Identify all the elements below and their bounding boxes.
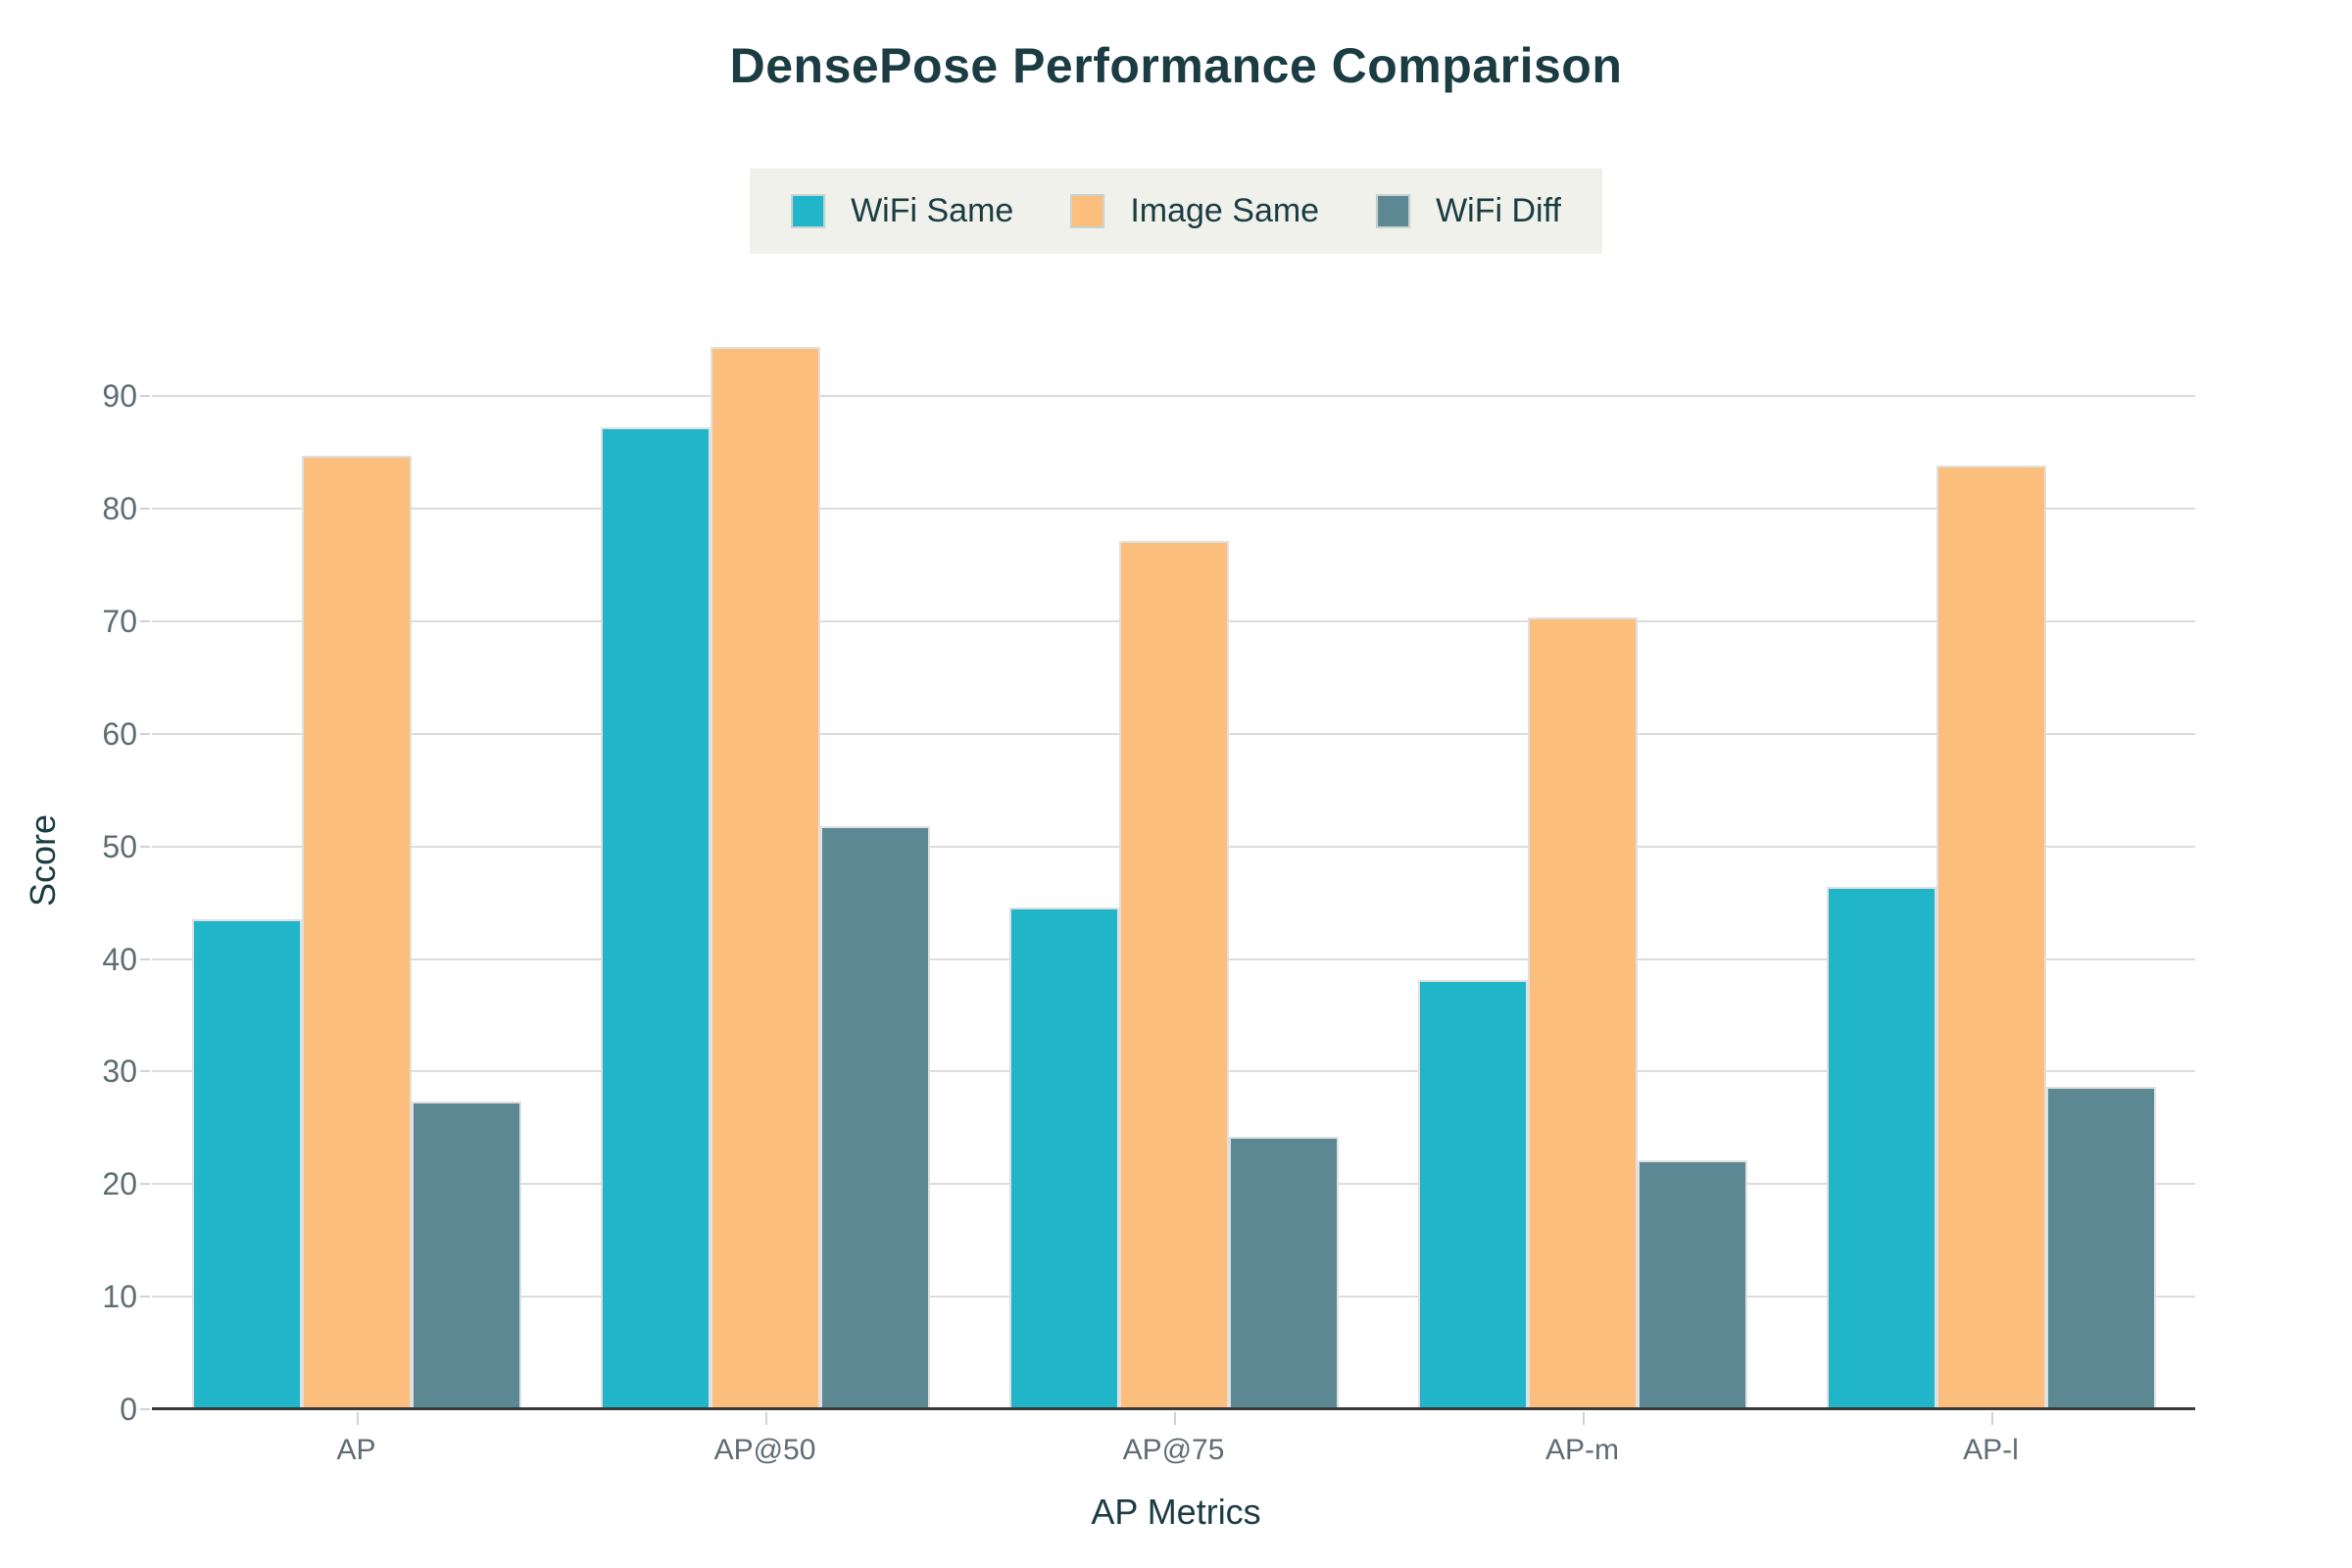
x-tick-mark (764, 1412, 767, 1425)
bar-group-ap@75 (969, 312, 1378, 1409)
bar-wifi-same-ap@50 (600, 427, 710, 1409)
legend-swatch (1070, 194, 1105, 228)
bar-wifi-diff-ap (411, 1102, 521, 1409)
y-tick-mark (140, 619, 150, 622)
y-axis-title: Score (23, 813, 63, 907)
x-tick-mark (356, 1412, 359, 1425)
y-tick-label-0: 0 (120, 1392, 137, 1427)
legend-label: Image Same (1130, 192, 1320, 229)
y-tick-label-90: 90 (102, 378, 137, 415)
plot-area (140, 312, 2195, 1410)
bar-group-ap-m (1378, 312, 1787, 1409)
legend-swatch (791, 194, 826, 228)
x-slot-ap@50: AP@50 (561, 1410, 969, 1467)
y-tick-label-60: 60 (102, 715, 137, 752)
y-tick-label-10: 10 (102, 1279, 137, 1315)
y-axis: 0 10 20 30 40 50 60 70 80 90 (0, 312, 137, 1425)
y-tick-mark (140, 1070, 150, 1073)
y-tick-label-80: 80 (102, 491, 137, 527)
gridline-80 (152, 508, 2195, 511)
legend-item-wifi-diff: WiFi Diff (1376, 192, 1561, 230)
y-tick-label-50: 50 (102, 828, 137, 864)
x-tick-mark (1582, 1412, 1585, 1425)
y-tick-mark (140, 395, 150, 398)
x-tick-label-ap-l: AP-l (1963, 1434, 2019, 1466)
legend-item-wifi-same: WiFi Same (791, 192, 1013, 230)
x-tick-mark (1173, 1412, 1176, 1425)
legend-swatch (1376, 194, 1411, 228)
x-tick-label-ap: AP (336, 1434, 376, 1466)
bar-group-ap (152, 312, 561, 1409)
bar-wifi-same-ap (191, 919, 302, 1409)
y-tick-label-70: 70 (102, 603, 137, 639)
x-tick-label-ap@75: AP@75 (1122, 1434, 1225, 1466)
legend: WiFi Same Image Same WiFi Diff (750, 169, 1602, 254)
bar-group-ap@50 (561, 312, 969, 1409)
x-slot-ap@75: AP@75 (969, 1410, 1378, 1467)
bar-wifi-diff-ap-l (2045, 1087, 2156, 1409)
y-tick-label-30: 30 (102, 1054, 137, 1090)
chart-title: DensePose Performance Comparison (729, 38, 1623, 93)
y-tick-mark (140, 845, 150, 848)
legend-label: WiFi Diff (1436, 192, 1561, 229)
x-slot-ap-m: AP-m (1378, 1410, 1787, 1467)
bar-wifi-diff-ap-m (1637, 1160, 1747, 1409)
x-axis-line (152, 1407, 2195, 1410)
y-tick-label-20: 20 (102, 1166, 137, 1202)
bar-wifi-same-ap-l (1826, 887, 1936, 1409)
y-tick-mark (140, 1296, 150, 1298)
bar-image-same-ap-l (1936, 466, 2046, 1409)
x-tick-label-ap-m: AP-m (1545, 1434, 1619, 1466)
bar-groups (152, 312, 2195, 1409)
bar-wifi-same-ap-m (1417, 980, 1528, 1409)
x-slot-ap-l: AP-l (1787, 1410, 2195, 1467)
y-tick-mark (140, 1183, 150, 1186)
legend-label: WiFi Same (851, 192, 1014, 229)
legend-item-image-same: Image Same (1070, 192, 1319, 230)
y-tick-label-40: 40 (102, 941, 137, 977)
gridline-90 (152, 395, 2195, 398)
x-axis-tick-labels: AP AP@50 AP@75 AP-m AP-l (152, 1410, 2195, 1467)
x-tick-label-ap@50: AP@50 (713, 1434, 816, 1466)
x-slot-ap: AP (152, 1410, 561, 1467)
bar-image-same-ap@75 (1118, 541, 1229, 1409)
bar-image-same-ap (301, 456, 412, 1409)
y-tick-mark (140, 957, 150, 960)
y-tick-mark (140, 508, 150, 511)
bar-image-same-ap@50 (710, 346, 820, 1409)
bar-wifi-diff-ap@75 (1228, 1137, 1339, 1409)
bar-wifi-diff-ap@50 (819, 825, 930, 1409)
bar-group-ap-l (1787, 312, 2195, 1409)
x-tick-mark (1990, 1412, 1993, 1425)
y-tick-mark (140, 1408, 150, 1410)
bar-image-same-ap-m (1527, 617, 1638, 1409)
x-axis-title: AP Metrics (1091, 1492, 1261, 1532)
y-tick-mark (140, 732, 150, 735)
bar-wifi-same-ap@75 (1008, 906, 1119, 1409)
